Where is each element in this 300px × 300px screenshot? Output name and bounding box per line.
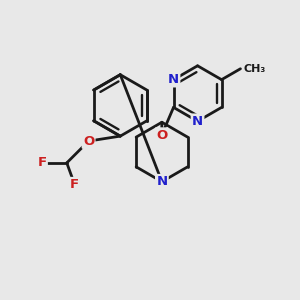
Text: O: O [83,135,94,148]
Text: N: N [156,175,167,188]
Text: F: F [38,156,46,170]
Text: F: F [70,178,79,191]
Text: CH₃: CH₃ [243,64,266,74]
Text: N: N [168,73,179,86]
Text: N: N [192,115,203,128]
Text: O: O [156,129,167,142]
